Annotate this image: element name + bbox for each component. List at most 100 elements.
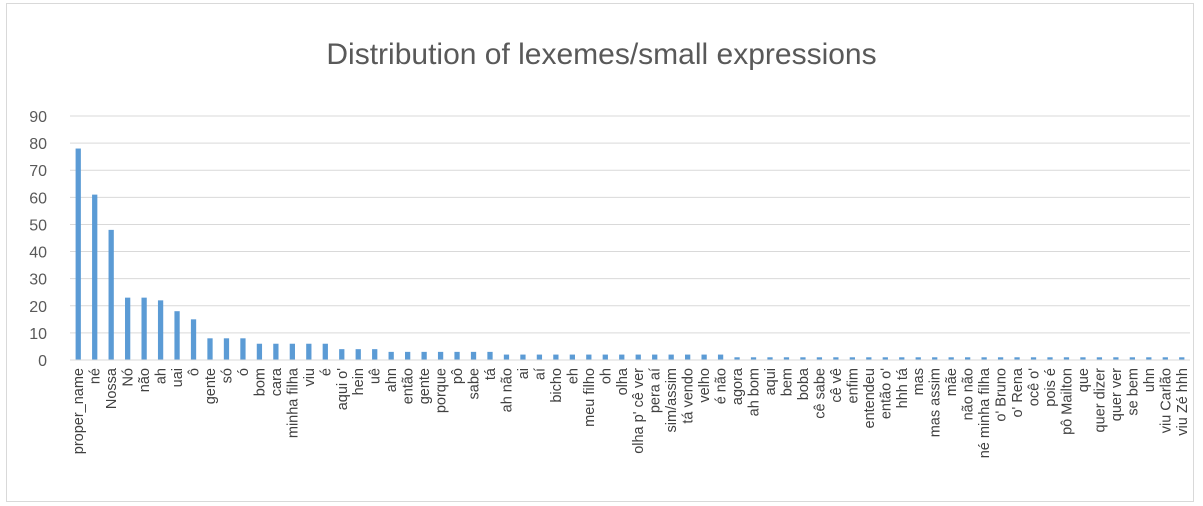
- x-tick-label: porque: [434, 368, 450, 413]
- x-tick-label: mãe: [944, 368, 960, 396]
- bar: [503, 354, 510, 360]
- y-tick-label: 80: [29, 136, 47, 153]
- x-tick-label: boba: [796, 367, 812, 400]
- x-tick-label: gente: [417, 368, 433, 404]
- x-tick-label: eh: [565, 368, 581, 384]
- chart-title: Distribution of lexemes/small expression…: [326, 38, 877, 71]
- x-tick-label: quer ver: [1109, 368, 1125, 421]
- x-tick-label: viu Carlão: [1158, 368, 1174, 433]
- bar: [405, 351, 411, 360]
- bar: [207, 338, 213, 360]
- y-tick-label: 40: [29, 245, 47, 262]
- bar: [1146, 357, 1152, 360]
- x-tick-label: bicho: [549, 368, 565, 403]
- x-tick-label: viu Zé hhh: [1175, 368, 1191, 436]
- x-tick-label: uê: [368, 368, 384, 384]
- y-tick-label: 0: [38, 353, 47, 370]
- x-tick-label: pera aí: [648, 368, 664, 413]
- bar: [421, 351, 427, 360]
- x-tick-label: mas: [911, 368, 927, 395]
- x-tick-label: minha filha: [285, 367, 301, 438]
- bar: [685, 354, 691, 360]
- x-tick-label: é: [318, 368, 334, 376]
- bar: [1096, 357, 1103, 360]
- x-tick-label: cara: [269, 367, 285, 396]
- bar: [355, 349, 361, 360]
- x-tick-label: ah não: [499, 368, 515, 412]
- gridlines: [70, 115, 1190, 334]
- bar: [800, 357, 806, 360]
- x-tick-label: sim/assim: [664, 368, 680, 432]
- x-tick-label: ô: [187, 368, 203, 376]
- bar: [635, 354, 641, 360]
- x-tick-label: é não: [714, 368, 730, 404]
- y-tick-label: 50: [29, 217, 47, 234]
- chart-frame: [6, 3, 1194, 502]
- bar: [1179, 357, 1185, 360]
- bar: [866, 357, 872, 360]
- x-tick-label: se bem: [1125, 368, 1141, 416]
- x-tick-label: não: [137, 368, 153, 392]
- bar: [652, 354, 658, 360]
- x-tick-label: gente: [203, 368, 219, 404]
- bar: [470, 351, 477, 360]
- x-tick-label: cê vê: [829, 368, 845, 403]
- bar: [1162, 357, 1168, 360]
- x-tick-label: ah: [154, 368, 170, 384]
- x-tick-label: entendeu: [862, 368, 878, 428]
- x-tick-label: hein: [351, 368, 367, 395]
- bar: [536, 354, 543, 360]
- bar: [750, 357, 757, 360]
- bar: [190, 319, 197, 360]
- bar: [454, 351, 460, 360]
- bar: [833, 357, 839, 360]
- x-tick-label: bem: [779, 368, 795, 396]
- x-tick-label: proper_name: [71, 368, 87, 454]
- x-tick-label: Nó: [121, 368, 137, 387]
- bars: [75, 148, 1185, 360]
- x-tick-label: quer dizer: [1092, 368, 1108, 433]
- x-tick-label: bom: [252, 368, 268, 396]
- bar: [882, 357, 888, 360]
- y-axis-ticks: 0 10 20 30 40 50 60 70 80 90: [29, 109, 47, 370]
- bar: [553, 354, 559, 360]
- bar: [141, 297, 147, 360]
- x-tick-label: tá vendo: [681, 368, 697, 424]
- bar: [997, 357, 1004, 360]
- bar: [1063, 357, 1070, 360]
- y-tick-label: 90: [29, 109, 47, 126]
- bar: [717, 354, 724, 360]
- bar: [816, 357, 823, 360]
- x-tick-label: olha: [615, 367, 631, 395]
- x-tick-label: hhh tá: [895, 367, 911, 408]
- bar: [932, 357, 938, 360]
- x-tick-label: velho: [697, 368, 713, 403]
- y-tick-label: 60: [29, 190, 47, 207]
- x-tick-label: aí: [532, 368, 548, 380]
- bar: [125, 297, 131, 360]
- y-tick-label: 30: [29, 272, 47, 289]
- x-tick-label: o' Bruno: [994, 368, 1010, 422]
- bar: [1014, 357, 1020, 360]
- x-tick-label: então o': [878, 368, 894, 419]
- x-tick-label: ocê o': [1027, 368, 1043, 406]
- x-tick-label: aqui o': [335, 368, 351, 411]
- bar: [1113, 357, 1119, 360]
- bar: [256, 343, 263, 360]
- bar: [223, 338, 230, 360]
- bar: [668, 354, 674, 360]
- x-tick-label: né minha filha: [977, 367, 993, 458]
- x-tick-label: então: [401, 368, 417, 404]
- bar: [849, 357, 855, 360]
- x-tick-label: sabe: [467, 368, 483, 399]
- bar: [437, 351, 444, 360]
- bar: [767, 357, 773, 360]
- x-tick-label: pois é: [1043, 368, 1059, 407]
- bar: [948, 357, 954, 360]
- x-tick-label: Nossa: [104, 367, 120, 409]
- bar: [157, 300, 164, 360]
- y-tick-label: 20: [29, 299, 47, 316]
- x-tick-label: que: [1076, 368, 1092, 392]
- category-labels: proper_name né Nossa Nó não ah uai ô gente só ó bom…: [71, 367, 1191, 458]
